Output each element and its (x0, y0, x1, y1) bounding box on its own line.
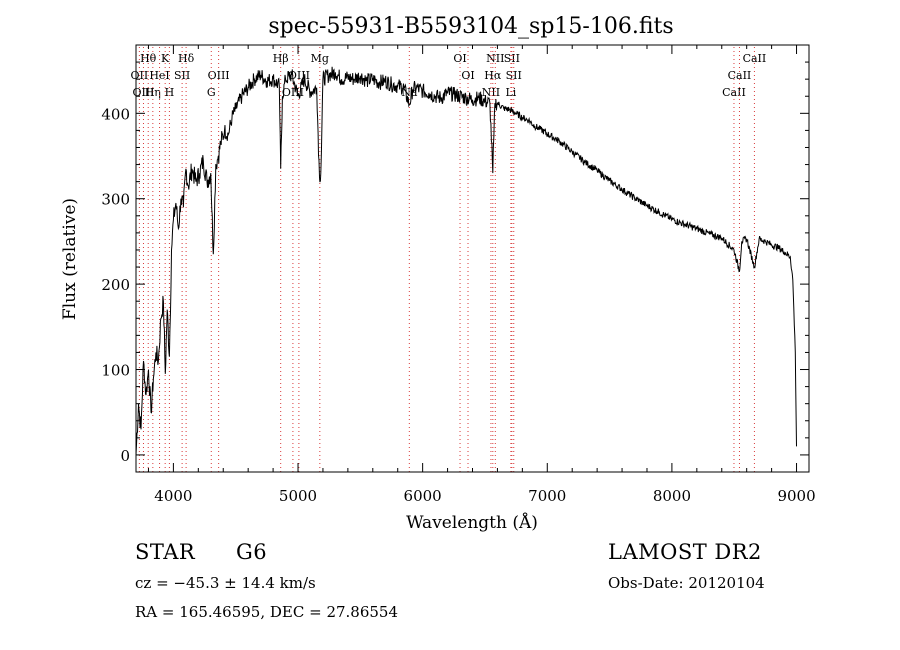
x-tick-label: 5000 (279, 487, 317, 505)
marker-label: CaII (722, 86, 746, 99)
spectrum-line (135, 66, 797, 455)
line-markers: HθOIIOIIIHηHeIKHSIIHδOIIIGHβOIIIOIIIMgNa… (131, 47, 767, 472)
x-tick-label: 8000 (653, 487, 691, 505)
x-tick-label: 6000 (404, 487, 442, 505)
y-tick-label: 300 (101, 191, 130, 209)
y-tick-label: 0 (120, 447, 130, 465)
survey-name: LAMOST DR2 (608, 540, 762, 564)
marker-label: G (207, 86, 216, 99)
y-tick-label: 400 (101, 105, 130, 123)
chart-title: spec-55931-B5593104_sp15-106.fits (268, 14, 673, 39)
axis-ticks: 4000 5000 6000 7000 8000 9000 0 100 200 300 400 (101, 44, 816, 505)
marker-label: Hη (145, 86, 161, 99)
x-tick-label: 4000 (154, 487, 192, 505)
x-tick-label: 7000 (528, 487, 566, 505)
marker-label: NII (482, 86, 500, 99)
marker-label: Hβ (273, 52, 289, 65)
marker-label: Mg (311, 52, 329, 65)
plot-frame (135, 44, 810, 473)
obs-date: Obs-Date: 20120104 (608, 574, 765, 592)
x-tick-label: 9000 (777, 487, 815, 505)
marker-label: CaII (743, 52, 767, 65)
marker-label: Hθ (140, 52, 157, 65)
marker-label: NII (486, 52, 504, 65)
marker-label: K (161, 52, 170, 65)
x-axis-label: Wavelength (Å) (406, 512, 538, 533)
marker-label: HeI (149, 69, 169, 82)
marker-label: Hα (484, 69, 502, 82)
coordinates: RA = 165.46595, DEC = 27.86554 (135, 603, 399, 621)
marker-label: OIII (208, 69, 230, 82)
marker-label: OI (453, 52, 466, 65)
marker-label: OI (461, 69, 474, 82)
marker-label: Li (505, 86, 516, 99)
y-tick-label: 200 (101, 276, 130, 294)
marker-label: SII (174, 69, 190, 82)
marker-label: SII (504, 52, 520, 65)
marker-label: Hδ (178, 52, 195, 65)
subclass: G6 (236, 540, 268, 564)
marker-label: OII (131, 69, 149, 82)
marker-label: CaII (728, 69, 752, 82)
object-class: STAR (135, 540, 196, 564)
y-axis-label: Flux (relative) (60, 198, 80, 320)
marker-label: H (165, 86, 175, 99)
marker-label: SII (506, 69, 522, 82)
y-tick-label: 100 (101, 362, 130, 380)
redshift-value: cz = −45.3 ± 14.4 km/s (135, 574, 316, 592)
